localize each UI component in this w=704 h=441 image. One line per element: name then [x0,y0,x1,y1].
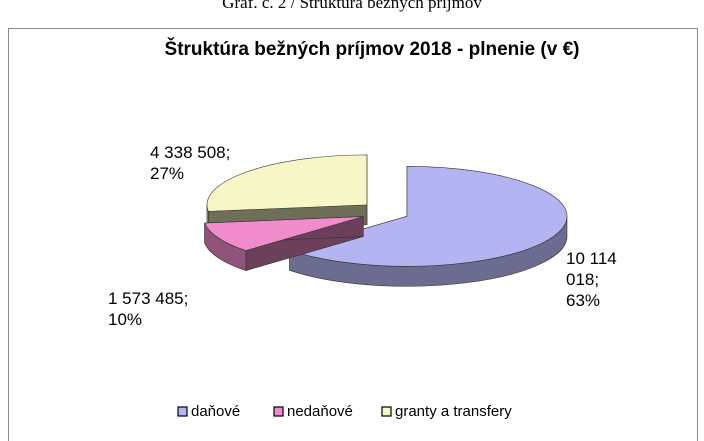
legend-label: nedaňové [287,403,353,420]
data-label: 10 114 018; 63% [566,249,617,310]
legend-label: daňové [191,403,240,420]
chart-title: Štruktúra bežných príjmov 2018 - plnenie… [165,38,580,60]
legend-swatch [381,406,392,417]
slice [288,166,568,267]
data-label: 1 573 485; 10% [108,289,189,329]
chart-border [8,28,698,441]
slice [206,154,368,212]
legend-label: granty a transfery [395,403,512,420]
data-label: 4 338 508; 27% [150,143,231,183]
slice [204,216,364,251]
caption: Graf. č. 2 / Štruktúra bežných príjmov [222,0,482,12]
legend-swatch [177,406,188,417]
legend-swatch [273,406,284,417]
